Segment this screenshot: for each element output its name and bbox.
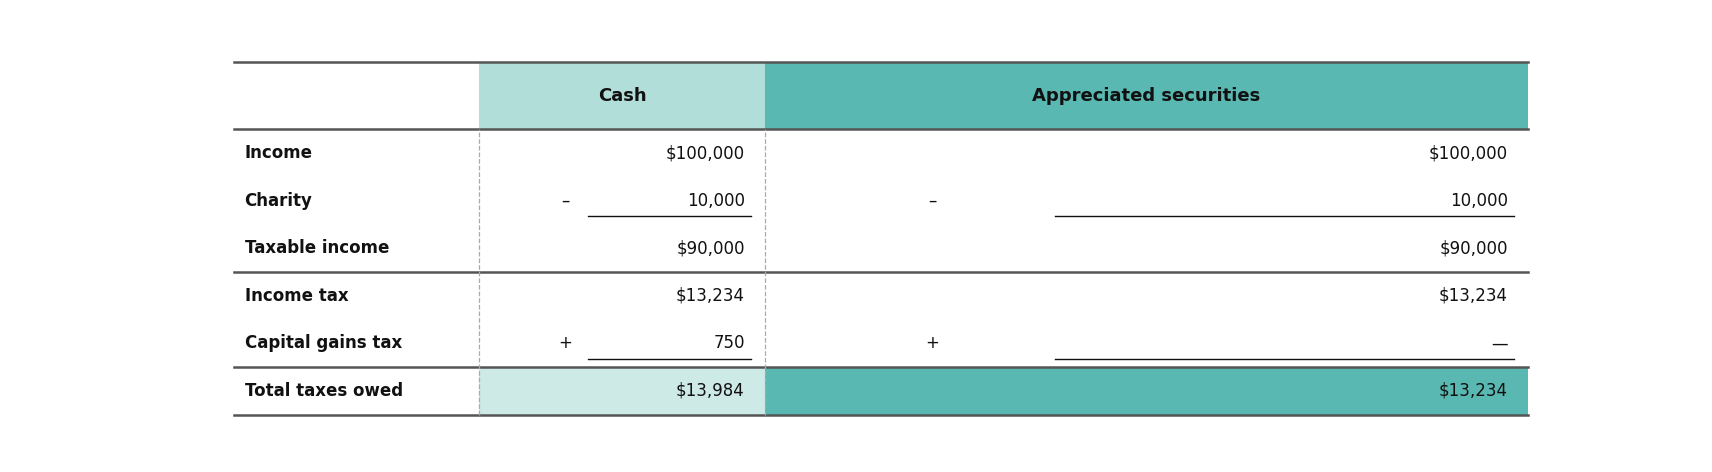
Text: $13,234: $13,234 bbox=[676, 287, 745, 305]
Text: Taxable income: Taxable income bbox=[245, 239, 389, 257]
Text: Appreciated securities: Appreciated securities bbox=[1032, 87, 1260, 105]
Text: –: – bbox=[562, 192, 568, 210]
Bar bbox=[765, 62, 1527, 129]
Text: Income: Income bbox=[245, 144, 313, 162]
Bar bbox=[479, 367, 765, 414]
Text: +: + bbox=[558, 334, 572, 352]
Text: +: + bbox=[926, 334, 940, 352]
Text: Charity: Charity bbox=[245, 192, 312, 210]
Text: $90,000: $90,000 bbox=[676, 239, 745, 257]
Text: $90,000: $90,000 bbox=[1440, 239, 1508, 257]
Text: $13,984: $13,984 bbox=[676, 382, 745, 400]
Text: Income tax: Income tax bbox=[245, 287, 348, 305]
Text: $100,000: $100,000 bbox=[1428, 144, 1508, 162]
Text: 10,000: 10,000 bbox=[687, 192, 745, 210]
Text: Total taxes owed: Total taxes owed bbox=[245, 382, 402, 400]
Text: Capital gains tax: Capital gains tax bbox=[245, 334, 402, 352]
Text: —: — bbox=[1491, 334, 1508, 352]
Bar bbox=[765, 367, 1527, 414]
Text: $13,234: $13,234 bbox=[1438, 382, 1508, 400]
Text: $100,000: $100,000 bbox=[666, 144, 745, 162]
Text: –: – bbox=[928, 192, 936, 210]
Text: 750: 750 bbox=[714, 334, 745, 352]
Text: $13,234: $13,234 bbox=[1438, 287, 1508, 305]
Text: Cash: Cash bbox=[597, 87, 647, 105]
Text: 10,000: 10,000 bbox=[1450, 192, 1508, 210]
Bar bbox=[479, 62, 765, 129]
